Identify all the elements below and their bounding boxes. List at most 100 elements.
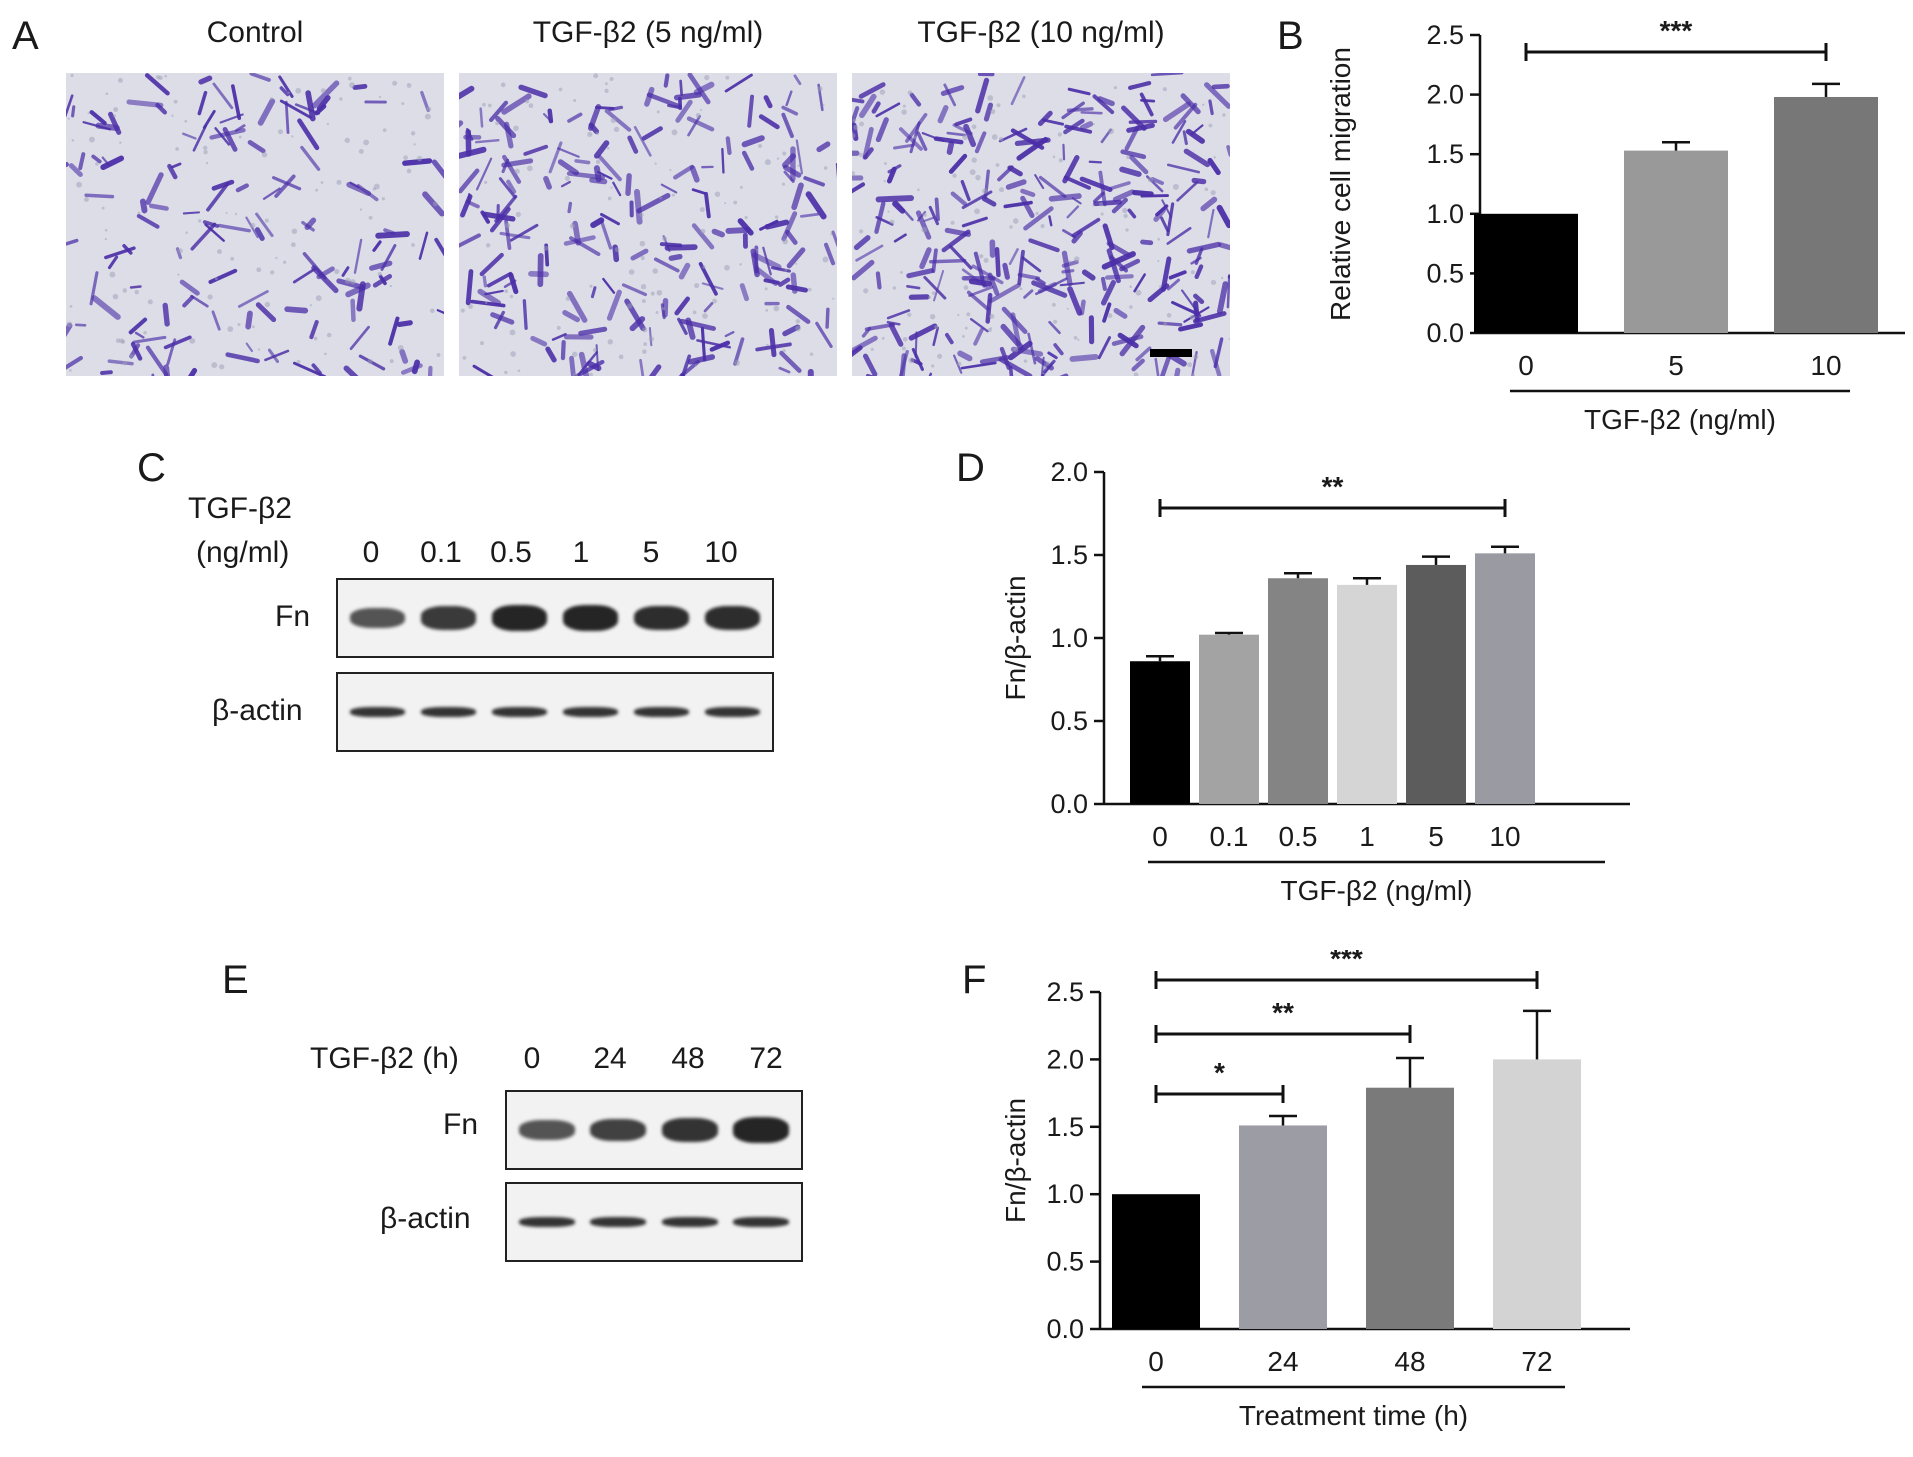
x-tick-label: 0 (1148, 1346, 1164, 1377)
blot-band (491, 605, 548, 631)
bar-5 (1624, 150, 1728, 333)
micrograph-5ng (459, 73, 837, 376)
significance-label: *** (1660, 15, 1693, 46)
significance-label: * (1214, 1057, 1225, 1088)
blot-c-fn-label: Fn (275, 600, 311, 633)
bar-10 (1774, 96, 1878, 333)
x-tick-label: 0.5 (1279, 821, 1318, 852)
x-tick-label: 72 (1521, 1346, 1552, 1377)
bar-0 (1112, 1194, 1200, 1329)
y-tick-label: 0.5 (1426, 258, 1464, 288)
y-tick-label: 2.0 (1046, 1044, 1084, 1074)
bar-1 (1337, 584, 1397, 804)
lane-label: 0.5 (490, 536, 532, 569)
blot-band (661, 1118, 718, 1142)
blot-band (704, 707, 761, 717)
lane-label: 0 (523, 1042, 541, 1075)
x-tick-label: 10 (1489, 821, 1520, 852)
bar-0.5 (1268, 578, 1328, 804)
lane-label: 0 (362, 536, 380, 569)
panel-letter-a: A (12, 14, 39, 58)
lane-label: 0.1 (420, 536, 462, 569)
bar-0 (1474, 213, 1578, 333)
x-tick-label: 10 (1810, 350, 1841, 381)
blot-band (590, 1118, 647, 1142)
y-tick-label: 0.5 (1050, 706, 1088, 736)
lane-label: 24 (593, 1042, 627, 1075)
blot-band (420, 707, 477, 717)
blot-e-actin-membrane (505, 1182, 803, 1262)
chart-f-fn-time: 0.0 0.5 1.0 1.5 2.0 2.5 Fn/β-actin 0 24 48 72 Treat… (1000, 950, 1630, 1431)
blot-e-actin-label: β-actin (380, 1202, 471, 1235)
bar-10 (1475, 553, 1535, 804)
y-tick-label: 1.0 (1426, 199, 1464, 229)
image-caption-5ng: TGF-β2 (5 ng/ml) (532, 16, 764, 49)
y-axis-label: Relative cell migration (1325, 47, 1356, 321)
y-tick-label: 2.0 (1050, 457, 1088, 487)
x-tick-label: 5 (1668, 350, 1684, 381)
lane-label: 10 (704, 536, 738, 569)
blot-band (562, 605, 619, 631)
blot-band (590, 1217, 647, 1227)
lane-label: 5 (642, 536, 660, 569)
lane-label: 48 (671, 1042, 705, 1075)
y-tick-label: 1.0 (1050, 623, 1088, 653)
image-caption-10ng: TGF-β2 (10 ng/ml) (917, 16, 1165, 49)
blot-band (420, 606, 477, 630)
blot-band (633, 707, 690, 717)
bar-0 (1130, 661, 1190, 804)
y-tick-label: 2.5 (1426, 20, 1464, 50)
bar-72 (1493, 1059, 1581, 1329)
blot-band (349, 707, 406, 717)
blot-band (733, 1117, 790, 1143)
blot-band (661, 1217, 718, 1227)
blot-e-fn-label: Fn (443, 1108, 479, 1141)
blot-e-condition-label: TGF-β2 (h) (310, 1042, 459, 1075)
bar-48 (1366, 1087, 1454, 1329)
chart-d-fn-dose: 0.0 0.5 1.0 1.5 2.0 Fn/β-actin 0 0.1 0.5 1 5 10 TGF-… (1000, 457, 1630, 906)
blot-c-actin-membrane (336, 672, 774, 752)
y-tick-label: 0.5 (1046, 1247, 1084, 1277)
x-axis-label: TGF-β2 (ng/ml) (1584, 404, 1776, 435)
bar-24 (1239, 1125, 1327, 1329)
x-axis-label: Treatment time (h) (1239, 1400, 1468, 1431)
image-caption-control: Control (206, 16, 304, 49)
blot-band (633, 605, 690, 631)
scale-bar (1150, 349, 1192, 357)
y-tick-label: 1.0 (1046, 1179, 1084, 1209)
bar-0.1 (1199, 634, 1259, 804)
y-tick-label: 1.5 (1050, 540, 1088, 570)
x-tick-label: 48 (1394, 1346, 1425, 1377)
blot-band (733, 1217, 790, 1227)
y-tick-label: 0.0 (1426, 318, 1464, 348)
x-tick-label: 0 (1518, 350, 1534, 381)
significance-label: *** (1330, 950, 1363, 974)
panel-letter-b: B (1277, 14, 1304, 58)
blot-band (518, 1119, 575, 1141)
blot-e-fn-membrane (505, 1090, 803, 1170)
x-tick-label: 5 (1428, 821, 1444, 852)
blot-c-condition-label: TGF-β2 (188, 492, 292, 525)
lane-label: 72 (749, 1042, 783, 1075)
micrograph-control (66, 73, 444, 376)
panel-letter-e: E (222, 958, 249, 1002)
y-axis-label: Fn/β-actin (1000, 1098, 1031, 1223)
x-tick-label: 0 (1152, 821, 1168, 852)
blot-band (518, 1217, 575, 1227)
y-tick-label: 1.5 (1046, 1112, 1084, 1142)
x-tick-label: 24 (1267, 1346, 1298, 1377)
y-axis-label: Fn/β-actin (1000, 575, 1031, 700)
y-tick-label: 1.5 (1426, 139, 1464, 169)
significance-label: ** (1272, 997, 1294, 1028)
chart-b-migration: 0.0 0.5 1.0 1.5 2.0 2.5 Relative cell migratio… (1325, 15, 1905, 435)
blot-c-actin-label: β-actin (212, 694, 303, 727)
blot-c-fn-membrane (336, 578, 774, 658)
y-tick-label: 2.5 (1046, 977, 1084, 1007)
y-tick-label: 2.0 (1426, 80, 1464, 110)
panel-letter-f: F (962, 958, 987, 1002)
y-tick-label: 0.0 (1046, 1314, 1084, 1344)
panel-letter-c: C (137, 446, 166, 490)
panel-letter-d: D (956, 446, 985, 490)
blot-band (491, 707, 548, 717)
blot-band (349, 607, 406, 629)
